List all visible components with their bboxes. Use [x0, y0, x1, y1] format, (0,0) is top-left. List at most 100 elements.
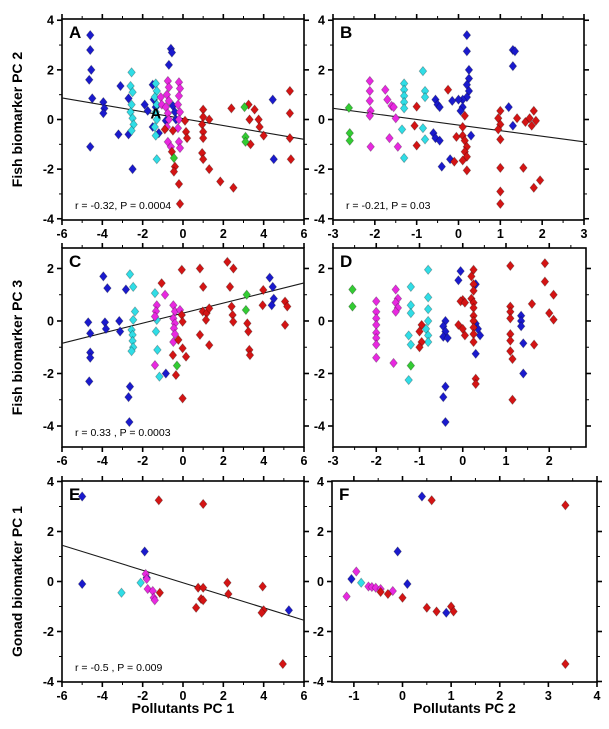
data-point-blue: [99, 108, 108, 119]
data-point-blue: [437, 161, 447, 172]
data-point-red: [529, 339, 539, 350]
x-tick-label: 6: [301, 689, 308, 703]
data-point-blue: [475, 330, 485, 341]
data-point-red: [427, 495, 436, 506]
x-axis-title: Pollutants PC 1: [132, 700, 235, 716]
data-point-red: [415, 326, 424, 337]
data-point-red: [178, 343, 187, 354]
x-tick-label: 6: [301, 454, 308, 468]
data-point-red: [174, 334, 183, 346]
x-tick-label: 0: [399, 689, 406, 703]
y-tick-label: 4: [47, 475, 54, 489]
data-point-blue: [435, 101, 444, 113]
data-point-blue: [447, 95, 457, 107]
data-point-magenta: [175, 142, 185, 154]
data-point-magenta: [173, 122, 183, 134]
data-point-cyan: [423, 264, 433, 276]
data-point-red: [458, 155, 467, 166]
data-point-red: [258, 284, 268, 296]
data-point-red: [443, 84, 453, 95]
data-point-red: [527, 120, 536, 131]
x-tick-label: -4: [97, 689, 108, 703]
data-point-magenta: [365, 95, 375, 107]
data-point-red: [227, 301, 236, 312]
data-point-blue: [268, 94, 278, 105]
data-point-blue: [508, 120, 518, 131]
data-point-red: [229, 263, 238, 274]
data-point-cyan: [356, 577, 366, 588]
data-point-red: [255, 121, 264, 133]
data-point-blue: [85, 141, 95, 153]
data-point-magenta: [371, 582, 381, 593]
x-tick-label: -4: [97, 454, 108, 468]
data-point-cyan: [150, 287, 160, 299]
data-point-blue: [86, 64, 96, 76]
data-point-blue: [462, 46, 472, 57]
data-point-green: [242, 289, 252, 300]
data-point-cyan: [420, 134, 430, 145]
data-point-red: [450, 156, 459, 167]
data-point-magenta: [173, 99, 183, 110]
data-point-blue: [510, 46, 520, 57]
data-point-red: [201, 314, 211, 326]
data-point-red: [529, 182, 539, 193]
data-point-red: [204, 114, 214, 125]
data-point-red: [458, 323, 468, 335]
y-tick-label: 2: [318, 262, 325, 276]
data-point-cyan: [418, 65, 428, 77]
data-point-blue: [403, 578, 412, 590]
x-tick-label: -6: [56, 689, 67, 703]
data-point-red: [467, 271, 476, 282]
data-point-green: [241, 304, 251, 316]
data-point-blue: [140, 546, 149, 557]
data-point-cyan: [136, 577, 145, 588]
data-point-magenta: [164, 95, 174, 107]
data-point-cyan: [127, 125, 136, 136]
data-point-red: [525, 113, 534, 124]
data-point-magenta: [142, 573, 151, 585]
data-point-magenta: [393, 141, 403, 153]
x-tick-label: -6: [56, 454, 67, 468]
x-tick-label: 0: [180, 454, 187, 468]
data-point-magenta: [385, 132, 394, 144]
data-point-blue: [471, 348, 481, 360]
x-tick-label: -3: [327, 227, 338, 241]
y-tick-label: 4: [317, 475, 324, 489]
x-tick-label: 3: [581, 227, 588, 241]
data-point-red: [204, 339, 214, 351]
x-tick-label: -1: [411, 227, 422, 241]
y-tick-label: -2: [313, 625, 324, 639]
x-tick-label: 3: [545, 689, 552, 703]
x-tick-label: -2: [137, 689, 148, 703]
y-tick-label: -4: [43, 212, 54, 226]
data-point-red: [204, 303, 214, 314]
data-point-cyan: [399, 152, 409, 164]
data-point-cyan: [155, 371, 164, 382]
data-point-red: [422, 602, 432, 613]
data-point-cyan: [125, 269, 135, 280]
data-point-red: [174, 178, 184, 190]
data-point-red: [469, 264, 478, 276]
data-point-magenta: [365, 85, 375, 97]
data-point-blue: [167, 47, 177, 58]
data-point-cyan: [423, 303, 433, 315]
data-point-green: [344, 102, 354, 114]
data-point-blue: [116, 80, 125, 92]
data-point-red: [285, 132, 295, 144]
data-point-red: [160, 124, 170, 135]
data-point-red: [178, 316, 187, 328]
data-point-blue: [441, 607, 451, 618]
data-point-cyan: [397, 124, 407, 135]
data-point-magenta: [391, 113, 401, 124]
x-tick-label: 4: [260, 689, 267, 703]
data-point-red: [508, 394, 517, 405]
data-point-blue: [454, 275, 463, 286]
y-tick-label: -4: [43, 675, 54, 689]
data-point-red: [250, 104, 259, 115]
data-point-red: [227, 103, 236, 114]
data-point-cyan: [423, 336, 433, 348]
data-point-red: [198, 281, 208, 293]
y-tick-label: 0: [47, 113, 54, 127]
